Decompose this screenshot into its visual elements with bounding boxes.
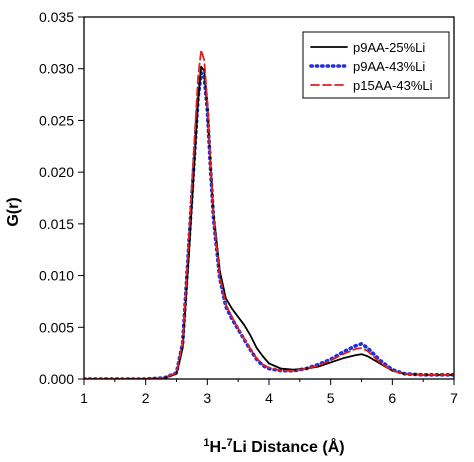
y-tick-label: 0.005 <box>39 319 74 335</box>
x-tick-label: 7 <box>450 390 458 406</box>
series-line-p15aa-43-li <box>84 49 454 379</box>
legend-label: p9AA-25%Li <box>353 40 425 55</box>
x-tick-label: 3 <box>203 390 211 406</box>
series-line-p9aa-25-li <box>84 65 454 379</box>
y-tick-label: 0.020 <box>39 164 74 180</box>
y-tick-label: 0.015 <box>39 216 74 232</box>
x-tick-label: 5 <box>327 390 335 406</box>
x-axis-title-sup-1: 1 <box>203 437 209 449</box>
legend: p9AA-25%Li p9AA-43%Li p15AA-43%Li <box>302 31 450 99</box>
x-axis-title-text-2: Li Distance (Å) <box>233 437 345 456</box>
legend-label: p9AA-43%Li <box>353 59 425 74</box>
legend-label: p15AA-43%Li <box>353 78 433 93</box>
x-tick-label: 1 <box>80 390 88 406</box>
y-tick-label: 0.000 <box>39 371 74 387</box>
x-tick-label: 2 <box>142 390 150 406</box>
x-tick-label: 6 <box>388 390 396 406</box>
y-tick-label: 0.035 <box>39 9 74 25</box>
y-tick-label: 0.030 <box>39 61 74 77</box>
axes: 1 2 3 4 5 6 7 0.000 0.005 0.010 0.015 0.020 0.025 0.0… <box>39 9 458 406</box>
x-axis-title: 1H-7Li Distance (Å) <box>203 437 344 456</box>
x-axis-title-text-1: H- <box>210 439 227 456</box>
y-tick-label: 0.010 <box>39 268 74 284</box>
plot-area <box>84 49 454 379</box>
x-axis-title-sup-2: 7 <box>226 437 232 449</box>
y-tick-label: 0.025 <box>39 112 74 128</box>
y-axis-title: G(r) <box>5 197 22 226</box>
x-tick-label: 4 <box>265 390 273 406</box>
